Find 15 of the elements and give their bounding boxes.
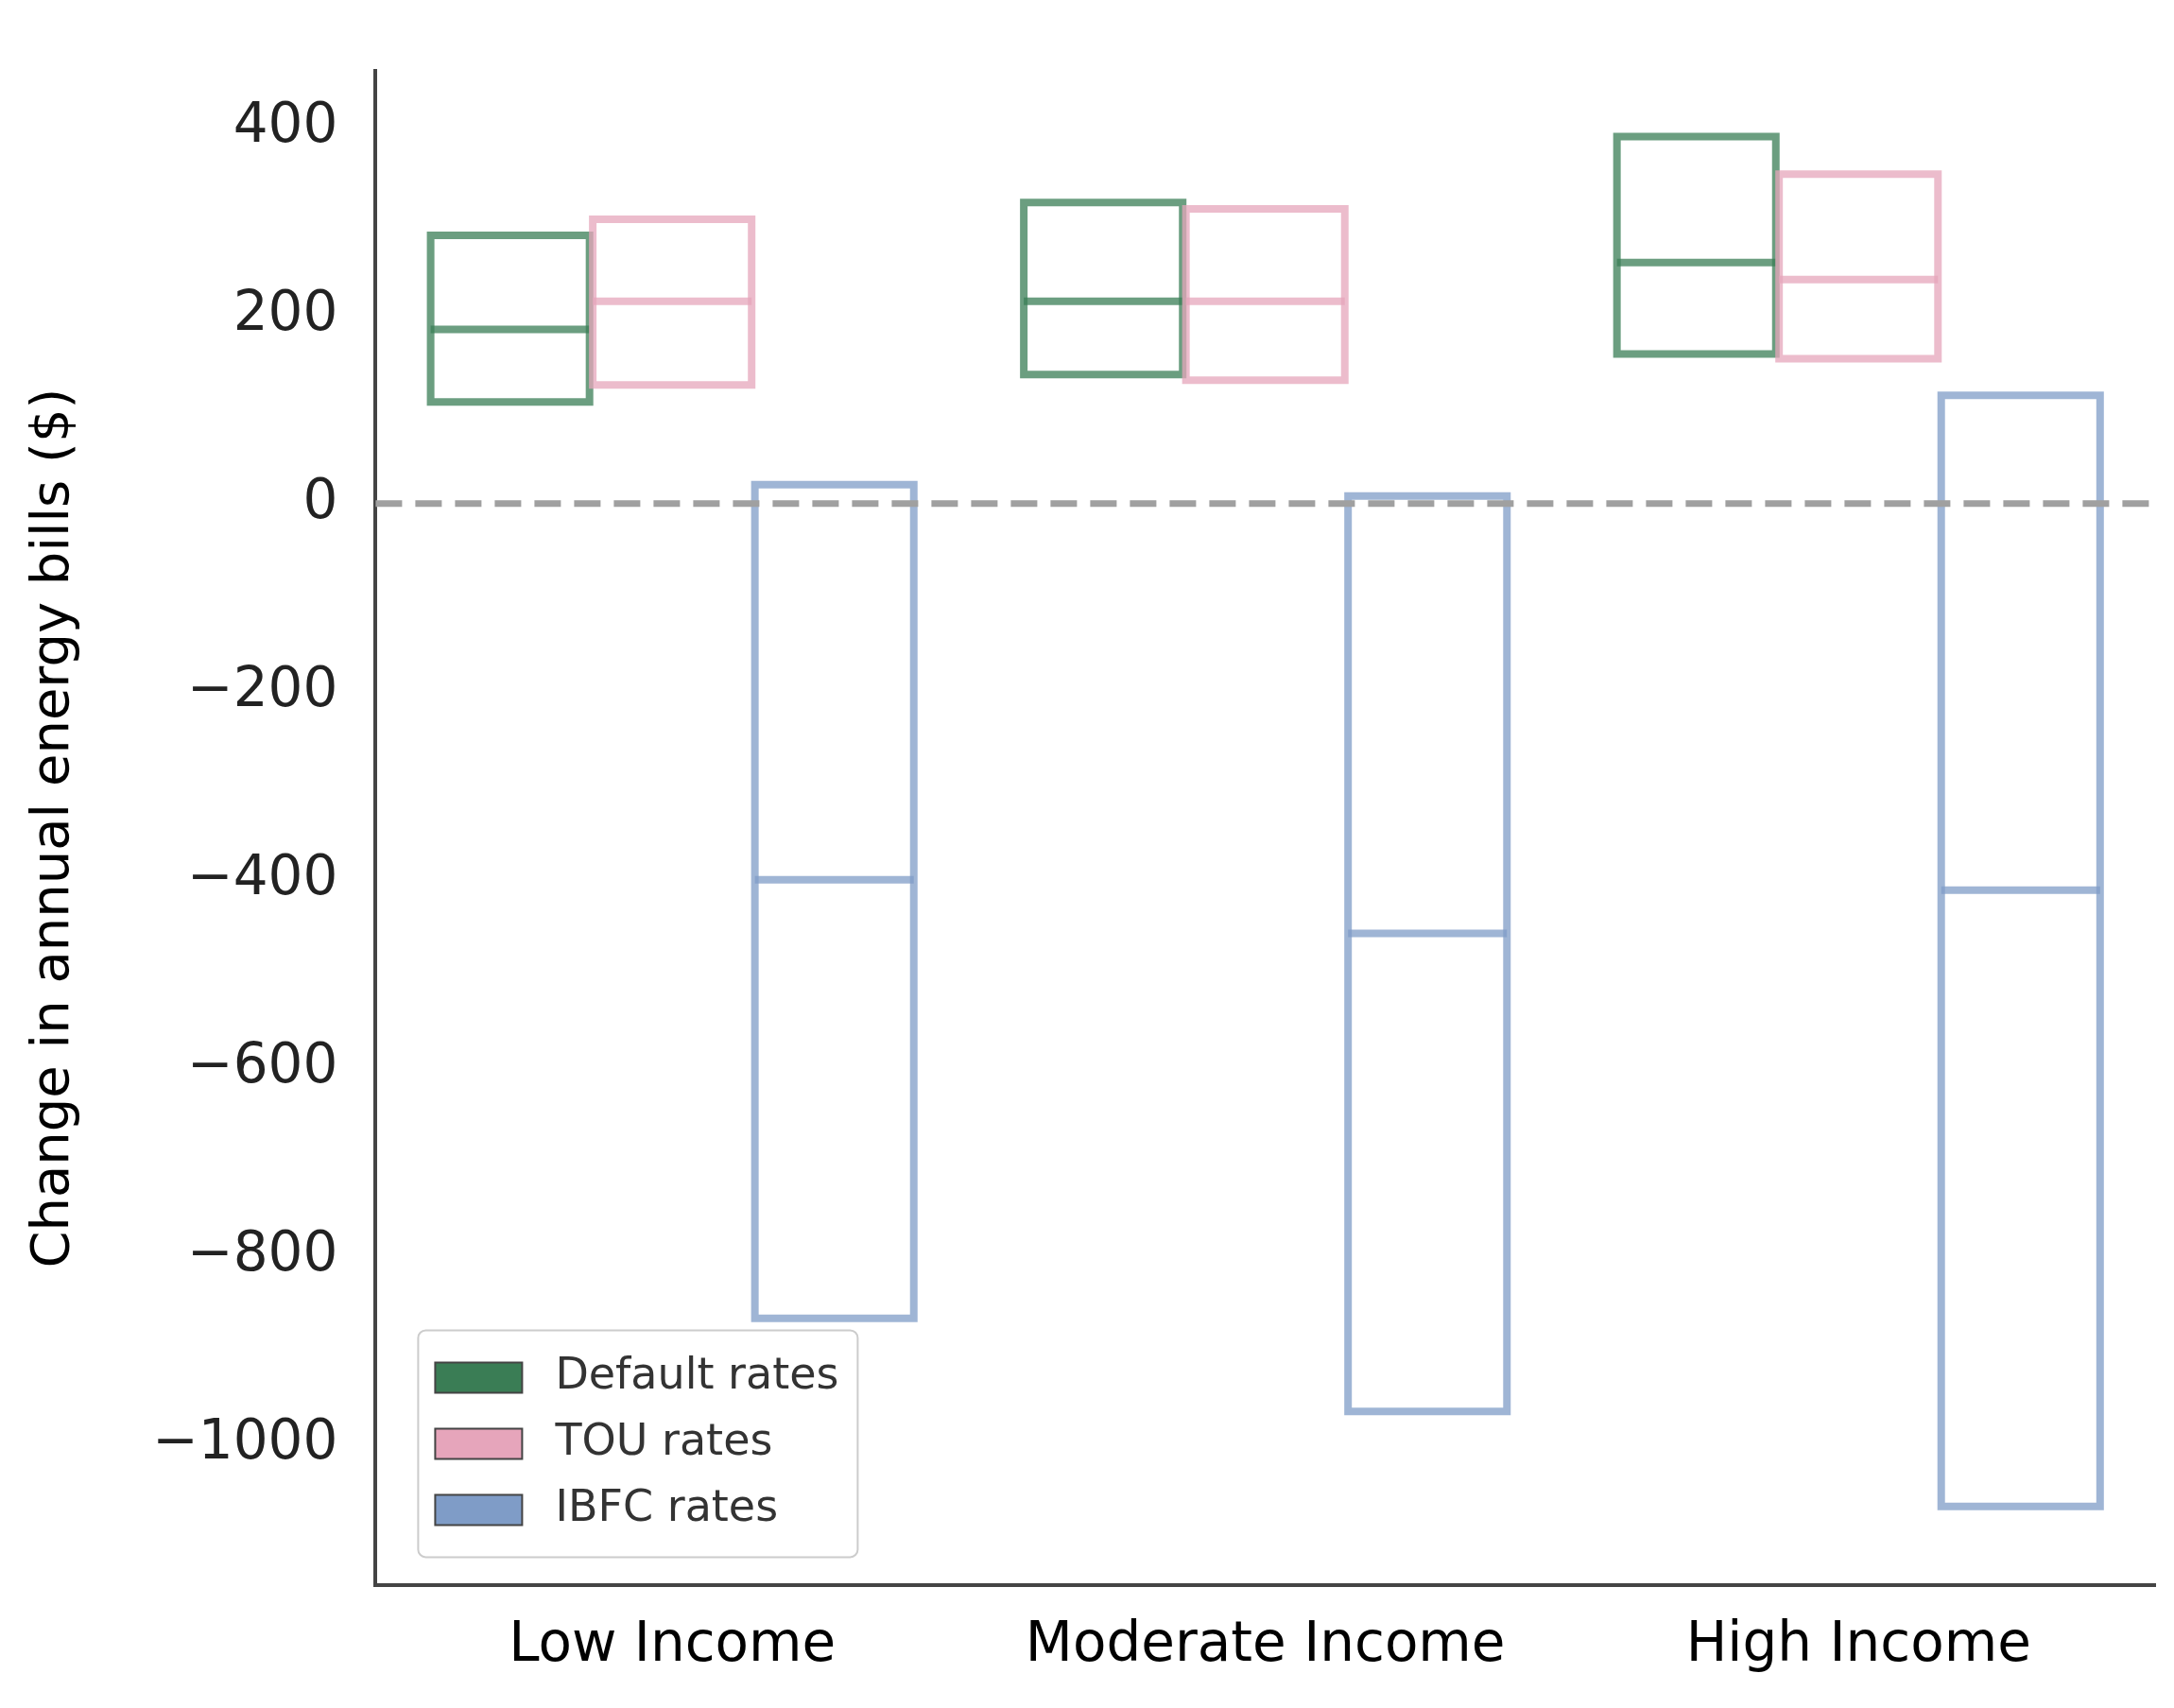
x-tick-label: High Income	[1685, 1610, 2031, 1675]
y-tick-label: −200	[187, 654, 338, 719]
x-tick-label: Moderate Income	[1025, 1610, 1506, 1675]
y-tick-label: −400	[187, 842, 338, 907]
x-tick-label: Low Income	[509, 1610, 837, 1675]
y-tick-label: −800	[187, 1219, 338, 1285]
y-tick-label: 400	[233, 90, 338, 155]
y-tick-label: 200	[233, 278, 338, 343]
y-tick-label: −1000	[152, 1407, 338, 1473]
legend-label: Default rates	[555, 1348, 839, 1400]
legend-label: TOU rates	[554, 1414, 773, 1466]
y-tick-label: 0	[302, 466, 338, 531]
legend-label: IBFC rates	[555, 1480, 779, 1532]
y-tick-label: −600	[187, 1030, 338, 1096]
y-axis-title: Change in annual energy bills ($)	[19, 388, 81, 1268]
